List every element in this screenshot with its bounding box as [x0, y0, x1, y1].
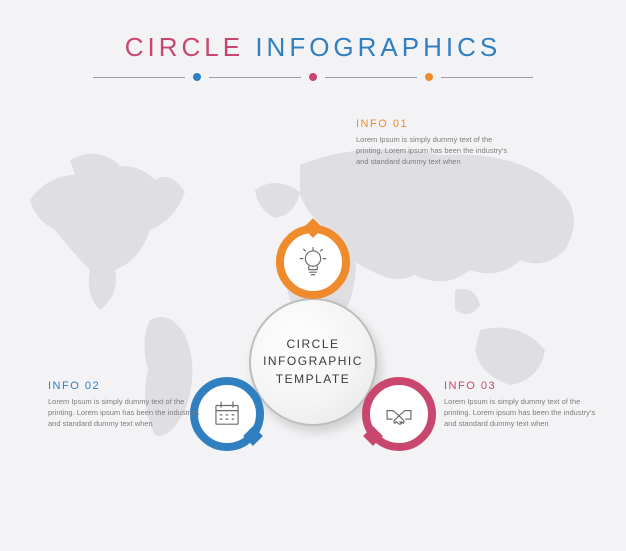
- center-text-2: INFOGRAPHIC: [263, 353, 363, 370]
- center-text-3: TEMPLATE: [276, 371, 350, 388]
- info-block-03: INFO 03 Lorem Ipsum is simply dummy text…: [444, 380, 604, 430]
- info-body-02: Lorem Ipsum is simply dummy text of the …: [48, 397, 208, 430]
- info-block-01: INFO 01 Lorem Ipsum is simply dummy text…: [356, 118, 516, 168]
- node-ring-03: [362, 377, 436, 451]
- info-body-01: Lorem Ipsum is simply dummy text of the …: [356, 135, 516, 168]
- node-pointer-01: [303, 218, 323, 238]
- calendar-icon: [210, 397, 244, 431]
- info-title-03: INFO 03: [444, 380, 604, 392]
- node-info-03: [362, 377, 436, 451]
- info-title-02: INFO 02: [48, 380, 208, 392]
- infographic-stage: CIRCLE INFOGRAPHIC TEMPLATE INFO 01 Lore…: [0, 0, 626, 551]
- center-text-1: CIRCLE: [286, 336, 339, 353]
- node-pointer-03: [363, 426, 383, 446]
- center-circle: CIRCLE INFOGRAPHIC TEMPLATE: [249, 298, 377, 426]
- handshake-icon: [382, 397, 416, 431]
- node-info-01: [276, 225, 350, 299]
- lightbulb-icon: [296, 245, 330, 279]
- node-ring-01: [276, 225, 350, 299]
- info-block-02: INFO 02 Lorem Ipsum is simply dummy text…: [48, 380, 208, 430]
- info-title-01: INFO 01: [356, 118, 516, 130]
- node-pointer-02: [243, 426, 263, 446]
- info-body-03: Lorem Ipsum is simply dummy text of the …: [444, 397, 604, 430]
